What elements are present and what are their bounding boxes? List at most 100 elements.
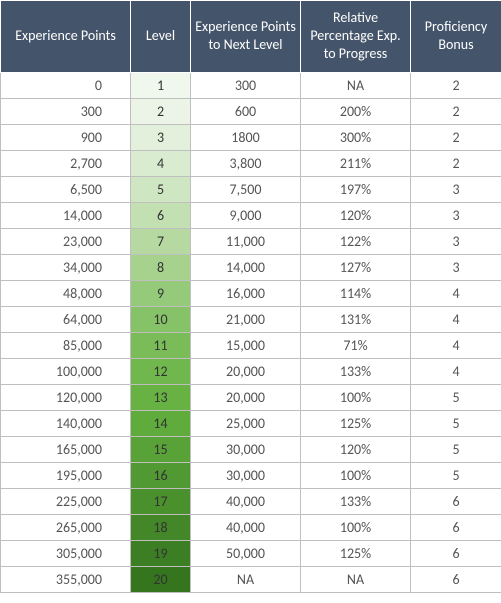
cell-prof: 5	[411, 436, 501, 462]
cell-prof: 2	[411, 124, 501, 150]
cell-next: 15,000	[191, 332, 301, 358]
cell-xp: 225,000	[1, 488, 131, 514]
cell-rel: 125%	[301, 410, 411, 436]
cell-prof: 4	[411, 306, 501, 332]
cell-rel: 125%	[301, 540, 411, 566]
table-row: 305,0001950,000125%6	[1, 540, 501, 566]
cell-level: 13	[131, 384, 191, 410]
cell-rel: 100%	[301, 384, 411, 410]
cell-level: 16	[131, 462, 191, 488]
cell-xp: 300	[1, 98, 131, 124]
table-row: 85,0001115,00071%4	[1, 332, 501, 358]
cell-next: 9,000	[191, 202, 301, 228]
cell-rel: NA	[301, 72, 411, 98]
cell-xp: 140,000	[1, 410, 131, 436]
cell-xp: 6,500	[1, 176, 131, 202]
cell-xp: 64,000	[1, 306, 131, 332]
xp-table: Experience Points Level Experience Point…	[0, 0, 501, 593]
col-header-next: Experience Points to Next Level	[191, 1, 301, 73]
cell-prof: 5	[411, 462, 501, 488]
cell-prof: 6	[411, 488, 501, 514]
table-row: 355,00020NANA6	[1, 566, 501, 592]
table-row: 3002600200%2	[1, 98, 501, 124]
cell-level: 19	[131, 540, 191, 566]
cell-next: 21,000	[191, 306, 301, 332]
cell-xp: 100,000	[1, 358, 131, 384]
cell-rel: 127%	[301, 254, 411, 280]
col-header-xp: Experience Points	[1, 1, 131, 73]
cell-level: 12	[131, 358, 191, 384]
cell-rel: 71%	[301, 332, 411, 358]
cell-xp: 265,000	[1, 514, 131, 540]
cell-level: 8	[131, 254, 191, 280]
cell-next: 25,000	[191, 410, 301, 436]
cell-next: 30,000	[191, 462, 301, 488]
table-row: 34,000814,000127%3	[1, 254, 501, 280]
cell-next: 300	[191, 72, 301, 98]
cell-next: 40,000	[191, 514, 301, 540]
cell-level: 4	[131, 150, 191, 176]
table-header: Experience Points Level Experience Point…	[1, 1, 501, 73]
cell-rel: 131%	[301, 306, 411, 332]
table-row: 48,000916,000114%4	[1, 280, 501, 306]
cell-rel: 114%	[301, 280, 411, 306]
cell-prof: 5	[411, 410, 501, 436]
cell-prof: 3	[411, 202, 501, 228]
cell-rel: 122%	[301, 228, 411, 254]
cell-xp: 305,000	[1, 540, 131, 566]
cell-prof: 6	[411, 514, 501, 540]
cell-prof: 4	[411, 280, 501, 306]
cell-rel: 120%	[301, 436, 411, 462]
cell-prof: 4	[411, 332, 501, 358]
cell-next: 40,000	[191, 488, 301, 514]
cell-prof: 2	[411, 98, 501, 124]
table-row: 23,000711,000122%3	[1, 228, 501, 254]
cell-xp: 23,000	[1, 228, 131, 254]
cell-prof: 3	[411, 228, 501, 254]
cell-level: 15	[131, 436, 191, 462]
cell-prof: 3	[411, 176, 501, 202]
table-row: 165,0001530,000120%5	[1, 436, 501, 462]
table-row: 01300NA2	[1, 72, 501, 98]
table-row: 265,0001840,000100%6	[1, 514, 501, 540]
cell-prof: 4	[411, 358, 501, 384]
cell-level: 20	[131, 566, 191, 592]
cell-xp: 0	[1, 72, 131, 98]
cell-next: 50,000	[191, 540, 301, 566]
cell-level: 11	[131, 332, 191, 358]
cell-rel: 120%	[301, 202, 411, 228]
table-row: 100,0001220,000133%4	[1, 358, 501, 384]
cell-next: 1800	[191, 124, 301, 150]
cell-next: NA	[191, 566, 301, 592]
cell-level: 18	[131, 514, 191, 540]
col-header-prof: Proficiency Bonus	[411, 1, 501, 73]
cell-next: 14,000	[191, 254, 301, 280]
table-row: 225,0001740,000133%6	[1, 488, 501, 514]
cell-xp: 195,000	[1, 462, 131, 488]
cell-prof: 2	[411, 150, 501, 176]
cell-prof: 6	[411, 540, 501, 566]
cell-level: 5	[131, 176, 191, 202]
cell-rel: 200%	[301, 98, 411, 124]
cell-rel: 211%	[301, 150, 411, 176]
cell-next: 11,000	[191, 228, 301, 254]
cell-next: 30,000	[191, 436, 301, 462]
cell-prof: 6	[411, 566, 501, 592]
cell-xp: 34,000	[1, 254, 131, 280]
cell-level: 3	[131, 124, 191, 150]
cell-level: 10	[131, 306, 191, 332]
cell-rel: 300%	[301, 124, 411, 150]
cell-next: 3,800	[191, 150, 301, 176]
col-header-rel: Relative Percentage Exp. to Progress	[301, 1, 411, 73]
cell-xp: 48,000	[1, 280, 131, 306]
table-row: 14,00069,000120%3	[1, 202, 501, 228]
table-row: 140,0001425,000125%5	[1, 410, 501, 436]
cell-rel: 197%	[301, 176, 411, 202]
cell-xp: 165,000	[1, 436, 131, 462]
table-body: 01300NA23002600200%290031800300%22,70043…	[1, 72, 501, 592]
table-row: 120,0001320,000100%5	[1, 384, 501, 410]
cell-next: 7,500	[191, 176, 301, 202]
table-row: 90031800300%2	[1, 124, 501, 150]
cell-xp: 14,000	[1, 202, 131, 228]
cell-prof: 2	[411, 72, 501, 98]
